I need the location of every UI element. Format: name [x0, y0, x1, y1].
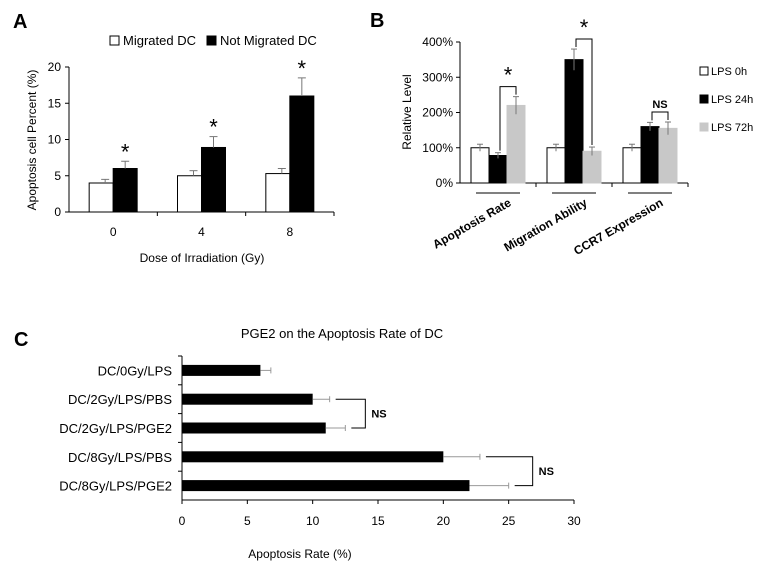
- panel-b-significance: NS: [652, 99, 667, 111]
- panel-b-bar: [564, 59, 584, 184]
- panel-c-bar: [182, 393, 313, 405]
- panel-a-significance: *: [121, 139, 130, 164]
- panel-a-legend-swatch: [109, 35, 120, 46]
- panel-c-xlabel: Apoptosis Rate (%): [248, 547, 351, 561]
- panel-a-xtick-label: 4: [198, 225, 205, 239]
- panel-b-significance-bracket: [575, 38, 593, 146]
- panel-a-legend-label: Migrated DC: [123, 33, 196, 48]
- panel-a-legend-swatch: [206, 35, 217, 46]
- panel-b-bar: [658, 127, 678, 184]
- panel-c-chart: PGE2 on the Apoptosis Rate of DC Apoptos…: [59, 326, 581, 561]
- panel-b-bar: [488, 155, 508, 184]
- panel-letter-b: B: [370, 10, 384, 32]
- panel-b-ytick-label: 300%: [422, 70, 453, 84]
- panel-c-title: PGE2 on the Apoptosis Rate of DC: [241, 326, 443, 341]
- panel-letter-c: C: [14, 329, 28, 351]
- panel-b-ylabel: Relative Level: [400, 74, 414, 149]
- panel-c-xtick-label: 25: [502, 514, 516, 528]
- panel-b-ytick-label: 400%: [422, 35, 453, 49]
- panel-a-ytick-label: 0: [54, 205, 61, 219]
- panel-b-significance: *: [504, 63, 513, 88]
- panel-a-ytick-label: 5: [54, 169, 61, 183]
- panel-a-bar: [112, 168, 138, 213]
- panel-b-chart: Relative Level 0%100%200%300%400%*Apopto…: [400, 15, 753, 258]
- panel-a-significance: *: [209, 115, 218, 140]
- panel-c-xtick-label: 30: [567, 514, 581, 528]
- panel-a-significance: *: [298, 56, 307, 81]
- panel-a-bar: [201, 146, 226, 213]
- panel-c-bar: [182, 480, 470, 492]
- panel-c-category-label: DC/0Gy/LPS: [98, 363, 173, 378]
- panel-c-bar: [182, 422, 326, 434]
- panel-b-significance-bracket: [651, 111, 669, 121]
- panel-a-bar: [88, 182, 114, 213]
- panel-b-legend-swatch: [699, 66, 709, 76]
- panel-c-category-label: DC/8Gy/LPS/PGE2: [59, 479, 172, 494]
- panel-c-xtick-label: 15: [371, 514, 385, 528]
- panel-b-legend-swatch: [699, 94, 709, 104]
- panel-a-ytick-label: 15: [48, 96, 62, 110]
- panel-c-xtick-label: 0: [179, 514, 186, 528]
- panel-c-xtick-label: 20: [437, 514, 451, 528]
- panel-a-legend-label: Not Migrated DC: [220, 33, 317, 48]
- panel-a-xtick-label: 0: [110, 225, 117, 239]
- panel-c-category-label: DC/2Gy/LPS/PBS: [68, 392, 172, 407]
- panel-b-significance-bracket: [499, 86, 517, 151]
- panel-c-comparison-bracket: [485, 456, 534, 487]
- panel-c-category-label: DC/2Gy/LPS/PGE2: [59, 421, 172, 436]
- panel-c-comparison-label: NS: [539, 466, 554, 478]
- panel-a-bar: [177, 175, 202, 213]
- panel-b-ytick-label: 100%: [422, 141, 453, 155]
- panel-c-comparison-label: NS: [371, 409, 386, 421]
- panel-c-category-label: DC/8Gy/LPS/PBS: [68, 450, 172, 465]
- panel-letter-a: A: [13, 11, 27, 33]
- panel-a-ytick-label: 20: [48, 60, 62, 74]
- panel-b-legend-label: LPS 0h: [711, 66, 747, 78]
- panel-a-ylabel: Apoptosis cell Percent (%): [25, 70, 39, 211]
- panel-a-chart: Apoptosis cell Percent (%) Dose of Irrad…: [25, 33, 335, 265]
- panel-b-bar: [506, 104, 526, 184]
- panel-b-bar: [622, 147, 642, 184]
- panel-c-xtick-label: 10: [306, 514, 320, 528]
- panel-b-legend-label: LPS 24h: [711, 94, 753, 106]
- panel-b-bar: [546, 147, 566, 184]
- panel-a-xlabel: Dose of Irradiation (Gy): [140, 251, 265, 265]
- panel-b-bar: [582, 150, 602, 184]
- panel-b-bar: [470, 147, 490, 184]
- panel-a-bar: [265, 173, 291, 213]
- panel-a-xtick-label: 8: [286, 225, 293, 239]
- panel-a-bar: [289, 95, 315, 213]
- panel-c-xtick-label: 5: [244, 514, 251, 528]
- panel-c-bar: [182, 364, 261, 376]
- panel-b-legend-label: LPS 72h: [711, 122, 753, 134]
- panel-a-ytick-label: 10: [48, 133, 62, 147]
- panel-b-ytick-label: 200%: [422, 106, 453, 120]
- panel-b-bar: [640, 126, 660, 184]
- panel-c-comparison-bracket: [335, 398, 366, 429]
- panel-b-ytick-label: 0%: [436, 176, 454, 190]
- panel-c-bar: [182, 451, 444, 463]
- panel-b-legend-swatch: [699, 122, 709, 132]
- panel-b-significance: *: [580, 15, 589, 40]
